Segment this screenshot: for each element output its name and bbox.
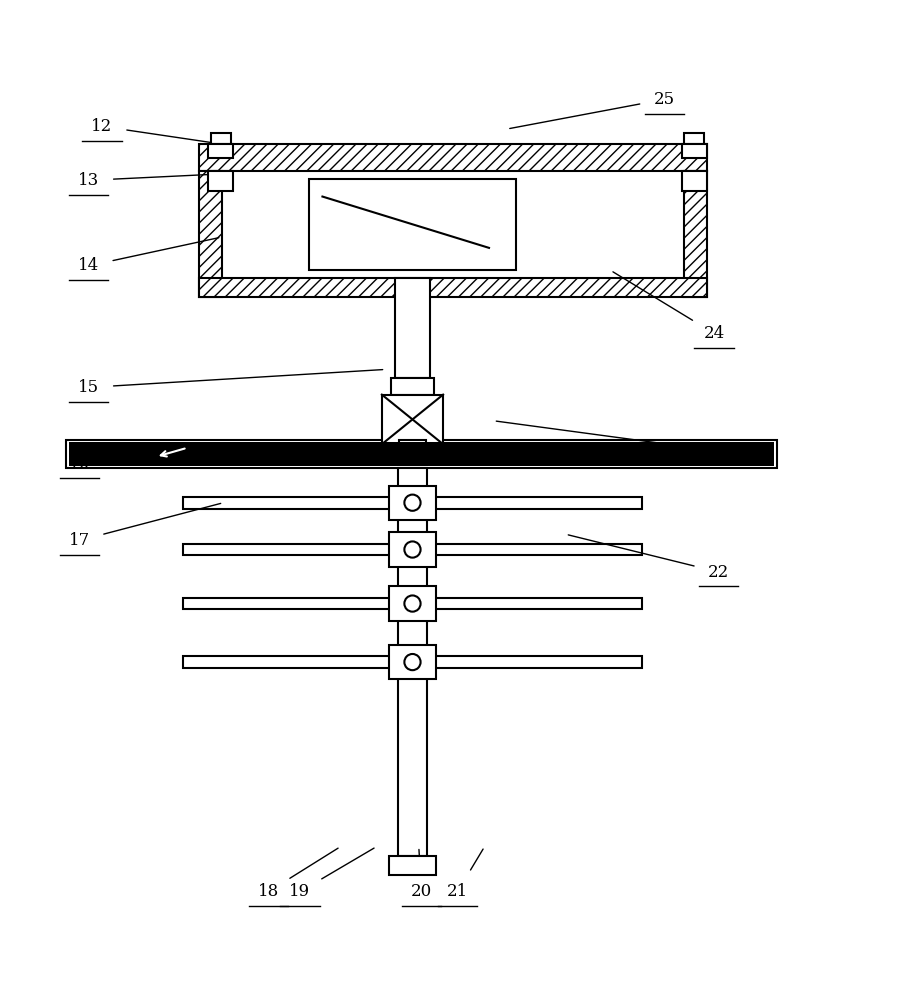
Bar — [183, 656, 398, 668]
Bar — [199, 171, 222, 297]
Bar — [183, 598, 398, 609]
Text: 15: 15 — [78, 379, 99, 396]
Text: 17: 17 — [69, 532, 90, 549]
Bar — [681, 171, 707, 191]
Text: 14: 14 — [78, 257, 99, 274]
Bar — [66, 440, 777, 468]
Bar — [681, 144, 707, 158]
Bar — [208, 171, 233, 191]
Bar — [428, 497, 642, 509]
Bar — [199, 278, 707, 297]
Text: 19: 19 — [289, 883, 311, 900]
Bar — [684, 133, 704, 144]
Bar — [69, 442, 775, 466]
Bar — [389, 486, 436, 520]
Bar — [428, 598, 642, 609]
Bar — [389, 532, 436, 567]
Bar — [389, 645, 436, 679]
Text: 21: 21 — [447, 883, 468, 900]
Text: 23: 23 — [703, 442, 725, 459]
Bar — [389, 586, 436, 621]
Bar — [199, 144, 707, 171]
Bar — [428, 544, 642, 555]
Bar — [398, 468, 428, 856]
Text: 20: 20 — [410, 883, 432, 900]
Bar — [208, 144, 233, 158]
Bar — [183, 497, 398, 509]
Bar — [222, 171, 684, 278]
Bar — [309, 179, 516, 270]
Text: 22: 22 — [708, 564, 729, 581]
Bar — [428, 656, 642, 668]
Text: 12: 12 — [92, 118, 112, 135]
Text: 24: 24 — [703, 325, 725, 342]
Bar — [389, 856, 436, 875]
Text: 16: 16 — [69, 455, 90, 472]
Text: 18: 18 — [258, 883, 279, 900]
Bar — [390, 378, 434, 395]
Bar — [211, 133, 231, 144]
Bar — [395, 278, 429, 378]
Bar — [381, 395, 443, 444]
Text: 13: 13 — [78, 172, 99, 189]
Bar — [183, 544, 398, 555]
Bar — [399, 440, 426, 444]
Bar — [684, 171, 707, 297]
Text: 25: 25 — [654, 91, 675, 108]
